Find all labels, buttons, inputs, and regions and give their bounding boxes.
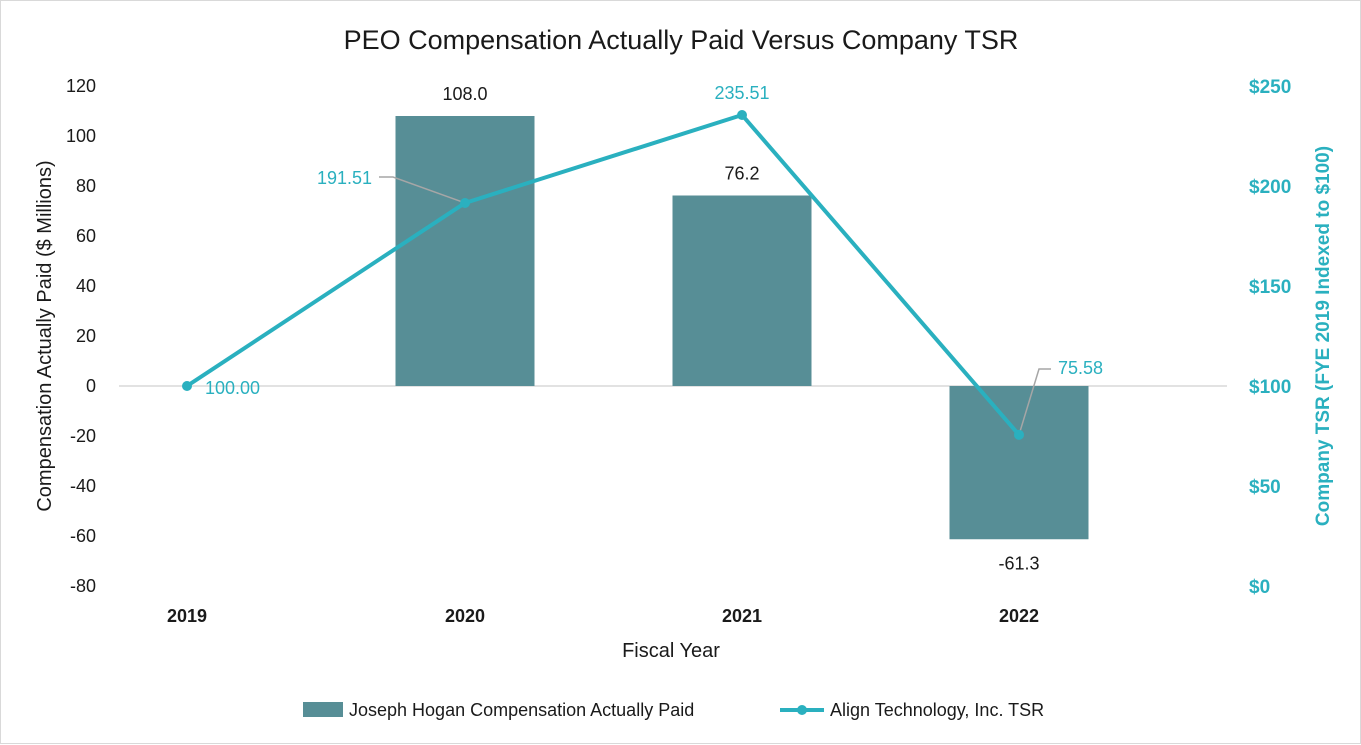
x-axis-title: Fiscal Year — [622, 640, 720, 662]
line-point — [460, 197, 470, 208]
y2-tick-label: $250 — [1249, 77, 1291, 98]
bar — [395, 116, 535, 386]
legend-bar-swatch — [303, 702, 343, 717]
y-tick-label: 60 — [76, 226, 96, 246]
bar-data-labels: 108.0 76.2 -61.3 — [442, 84, 1039, 573]
leader-line — [1018, 368, 1051, 436]
chart-title: PEO Compensation Actually Paid Versus Co… — [344, 25, 1019, 55]
line-data-label: 235.51 — [714, 83, 769, 103]
x-tick-label: 2020 — [445, 606, 485, 626]
y-tick-label: 100 — [66, 126, 96, 146]
bar-data-label: 108.0 — [442, 84, 487, 104]
legend-line-marker — [797, 705, 807, 715]
bar — [949, 386, 1089, 540]
y-tick-label: -60 — [70, 526, 96, 546]
y-tick-label: 20 — [76, 326, 96, 346]
bar-series — [395, 116, 1089, 540]
y2-tick-label: $200 — [1249, 177, 1291, 198]
legend-bar-label: Joseph Hogan Compensation Actually Paid — [349, 700, 694, 720]
y-tick-label: 80 — [76, 176, 96, 196]
line-point — [182, 381, 192, 391]
right-axis-ticks: $250 $200 $150 $100 $50 $0 — [1249, 77, 1291, 598]
y-tick-label: 0 — [86, 376, 96, 396]
legend-line-label: Align Technology, Inc. TSR — [830, 700, 1044, 720]
left-axis-ticks: 120 100 80 60 40 20 0 -20 -40 -60 -80 — [66, 76, 96, 596]
line-series — [182, 109, 1024, 440]
y2-tick-label: $50 — [1249, 477, 1281, 498]
y-tick-label: -20 — [70, 426, 96, 446]
line-data-label: 191.51 — [317, 168, 372, 188]
x-axis-ticks: 2019 2020 2021 2022 — [167, 606, 1039, 626]
x-tick-label: 2022 — [999, 606, 1039, 626]
bar-data-label: -61.3 — [998, 553, 1039, 573]
bar-data-label: 76.2 — [724, 164, 759, 184]
line-point — [737, 109, 747, 120]
leader-lines — [379, 176, 1051, 436]
y-tick-label: 120 — [66, 76, 96, 96]
y2-axis-title: Company TSR (FYE 2019 Indexed to $100) — [1313, 146, 1334, 526]
line-data-label: 75.58 — [1058, 358, 1103, 378]
y2-tick-label: $100 — [1249, 377, 1291, 398]
x-tick-label: 2019 — [167, 606, 207, 626]
y-tick-label: -40 — [70, 476, 96, 496]
line-data-labels: 100.00 191.51 235.51 75.58 — [205, 83, 1103, 398]
y-axis-title: Compensation Actually Paid ($ Millions) — [34, 160, 56, 511]
y-tick-label: -80 — [70, 576, 96, 596]
legend: Joseph Hogan Compensation Actually Paid … — [303, 700, 1044, 720]
y-tick-label: 40 — [76, 276, 96, 296]
tsr-line — [185, 112, 1021, 437]
x-tick-label: 2021 — [722, 606, 762, 626]
y2-tick-label: $150 — [1249, 277, 1291, 298]
y2-tick-label: $0 — [1249, 577, 1270, 598]
line-data-label: 100.00 — [205, 378, 260, 398]
leader-line — [379, 176, 466, 204]
bar — [672, 195, 812, 386]
line-point — [1014, 429, 1024, 440]
